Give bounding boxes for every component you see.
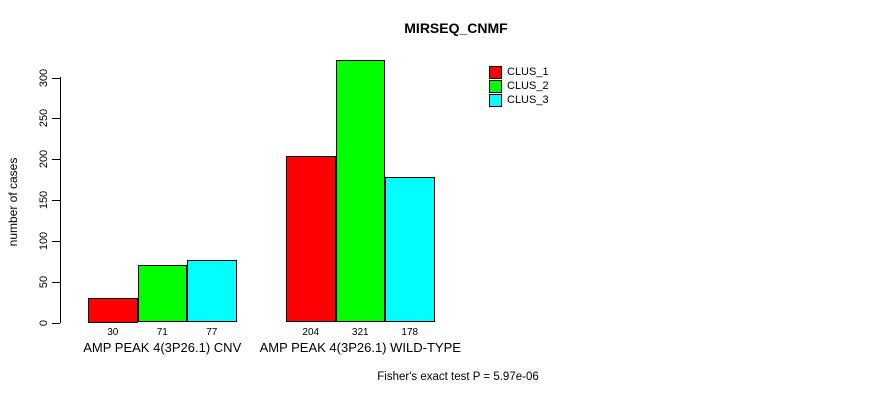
bar-value-label: 321 bbox=[351, 327, 369, 338]
y-tick-label: 150 bbox=[38, 190, 50, 210]
y-axis-line bbox=[60, 77, 61, 323]
legend-swatch-clus_2 bbox=[489, 80, 502, 93]
legend-label: CLUS_1 bbox=[507, 66, 549, 78]
y-tick-label: 50 bbox=[38, 275, 50, 288]
legend-item: CLUS_2 bbox=[489, 80, 549, 93]
y-tick bbox=[52, 240, 60, 242]
x-axis-group-label: AMP PEAK 4(3P26.1) WILD-TYPE bbox=[259, 340, 461, 355]
bar-value-label: 204 bbox=[302, 327, 320, 338]
legend-swatch-clus_1 bbox=[489, 66, 502, 79]
y-tick bbox=[52, 159, 60, 161]
legend-item: CLUS_1 bbox=[489, 66, 549, 79]
bar-clus_1-group2 bbox=[286, 155, 336, 323]
legend: CLUS_1 CLUS_2 CLUS_3 bbox=[489, 66, 549, 108]
y-tick bbox=[52, 118, 60, 120]
y-axis-title: number of cases bbox=[6, 157, 20, 247]
bar-value-label: 30 bbox=[107, 327, 119, 338]
legend-swatch-clus_3 bbox=[489, 94, 502, 107]
y-tick-label: 0 bbox=[38, 319, 50, 326]
y-tick-label: 200 bbox=[38, 149, 50, 169]
bar-clus_2-group2 bbox=[335, 60, 385, 323]
y-tick-label: 250 bbox=[38, 109, 50, 128]
fisher-test-annotation: Fisher's exact test P = 5.97e-06 bbox=[377, 371, 539, 383]
y-tick bbox=[52, 322, 60, 324]
x-axis-group-label: AMP PEAK 4(3P26.1) CNV bbox=[83, 340, 242, 355]
y-tick bbox=[52, 200, 60, 201]
legend-item: CLUS_3 bbox=[489, 94, 549, 107]
chart-title: MIRSEQ_CNMF bbox=[404, 20, 508, 36]
legend-label: CLUS_2 bbox=[507, 80, 549, 92]
bar-value-label: 71 bbox=[156, 327, 168, 338]
bar-value-label: 77 bbox=[206, 327, 218, 338]
y-tick bbox=[52, 77, 60, 79]
y-tick-label: 100 bbox=[38, 231, 50, 251]
legend-label: CLUS_3 bbox=[507, 94, 549, 106]
bar-clus_3-group1 bbox=[187, 259, 237, 323]
bar-clus_2-group1 bbox=[137, 264, 187, 323]
y-tick bbox=[52, 281, 60, 283]
y-tick-label: 300 bbox=[38, 68, 50, 87]
bar-value-label: 178 bbox=[401, 327, 419, 338]
bar-clus_3-group2 bbox=[385, 177, 435, 323]
bar-clus_1-group1 bbox=[88, 298, 138, 323]
